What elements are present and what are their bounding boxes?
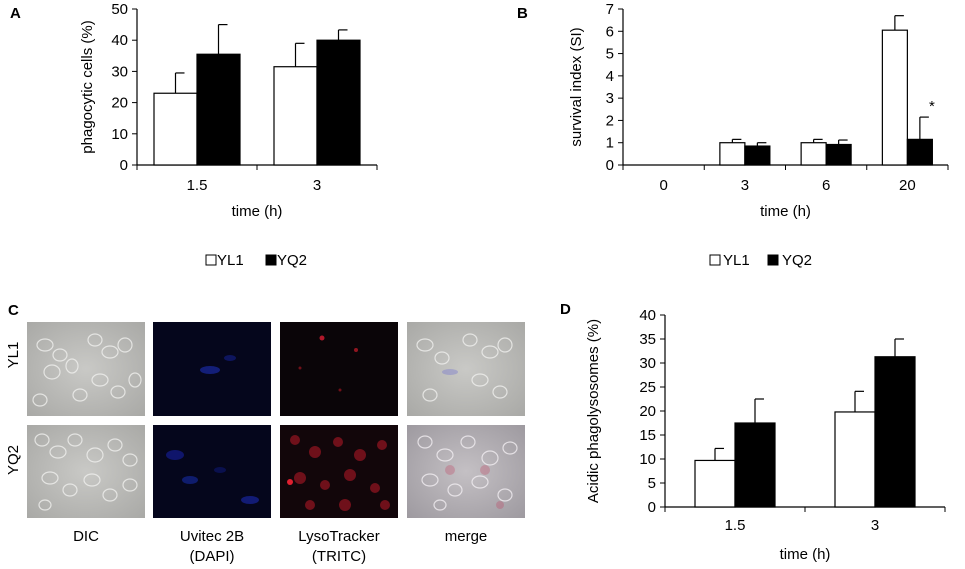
micrograph-yq2-dic: [27, 425, 145, 518]
y-tick-label: 35: [639, 331, 656, 348]
y-tick-label: 40: [639, 307, 656, 324]
legend-label-yq2: YQ2: [277, 252, 307, 269]
bar: [834, 411, 876, 508]
bar: [906, 138, 933, 166]
bar: [273, 66, 318, 166]
col-caption-dapi-2: (DAPI): [190, 548, 235, 565]
y-tick-label: 5: [606, 46, 614, 63]
micrograph-yl1-merge: [407, 322, 525, 416]
micrograph-yq2-dapi: [153, 425, 271, 518]
y-tick-label: 0: [648, 499, 656, 516]
x-axis-label: time (h): [760, 203, 811, 220]
y-tick-label: 2: [606, 112, 614, 129]
chart-d: 0 5 10 15 20 25 30 35 40 1.5 3 Acidic phagolysosome…: [585, 307, 946, 563]
panel-letter-d: D: [560, 301, 571, 318]
col-caption-tritc-1: LysoTracker: [298, 528, 379, 545]
y-tick-label: 20: [639, 403, 656, 420]
bar: [825, 143, 852, 166]
y-tick-label: 10: [639, 451, 656, 468]
y-tick-label: 3: [606, 90, 614, 107]
x-tick-label: 20: [899, 177, 916, 194]
y-tick-label: 30: [639, 355, 656, 372]
y-tick-label: 30: [111, 63, 128, 80]
y-tick-label: 20: [111, 95, 128, 112]
legend-label-yl1: YL1: [217, 252, 244, 269]
x-tick-label: 3: [871, 517, 879, 534]
bar: [153, 92, 198, 166]
y-tick-label: 7: [606, 1, 614, 18]
panel-letter-c: C: [8, 302, 19, 319]
micrograph-yq2-merge: [407, 425, 525, 518]
col-caption-tritc-2: (TRITC): [312, 548, 366, 565]
x-tick-label: 1.5: [725, 517, 746, 534]
legend-swatch-yl1: [205, 254, 217, 266]
y-tick-label: 15: [639, 427, 656, 444]
x-axis-label: time (h): [780, 546, 831, 563]
micrograph-yl1-dapi: [153, 322, 271, 416]
panel-letter-a: A: [10, 5, 21, 22]
micrograph-yq2-tritc: [280, 425, 398, 518]
y-tick-label: 4: [606, 68, 614, 85]
legend-swatch-yq2: [265, 254, 277, 266]
y-tick-label: 1: [606, 135, 614, 152]
y-tick-label: 0: [120, 157, 128, 174]
legend-label-yl1: YL1: [723, 252, 750, 269]
bar: [874, 356, 916, 508]
row-label-yl1: YL1: [5, 342, 22, 369]
bar: [881, 29, 908, 166]
legend-a: YL1 YQ2: [205, 252, 307, 269]
legend-b: YL1 YQ2: [709, 252, 812, 269]
chart-a: 0 10 20 30 40 50 1.5 3 phagocytic cells (%) time …: [79, 1, 378, 220]
col-caption-merge: merge: [445, 528, 488, 545]
bar: [800, 142, 827, 166]
bar: [734, 422, 776, 508]
x-axis-label: time (h): [232, 203, 283, 220]
bar: [196, 53, 241, 166]
legend-swatch-yl1: [709, 254, 721, 266]
y-tick-label: 40: [111, 32, 128, 49]
y-axis-label: Acidic phagolysosomes (%): [585, 319, 602, 503]
row-label-yq2: YQ2: [5, 445, 22, 475]
y-tick-label: 0: [606, 157, 614, 174]
chart-b: 0 1 2 3 4 5 6 7 0 3 6 20 * survival index (SI) time (h…: [568, 1, 949, 220]
y-axis-label: survival index (SI): [568, 27, 585, 146]
x-tick-label: 6: [822, 177, 830, 194]
panel-letter-b: B: [517, 5, 528, 22]
x-tick-label: 3: [313, 177, 321, 194]
y-tick-label: 6: [606, 23, 614, 40]
x-tick-label: 0: [659, 177, 667, 194]
bar: [316, 39, 361, 166]
micrograph-yl1-dic: [27, 322, 145, 416]
legend-swatch-yq2: [767, 254, 779, 266]
bar: [744, 145, 771, 166]
y-tick-label: 25: [639, 379, 656, 396]
y-tick-label: 50: [111, 1, 128, 18]
y-axis-label: phagocytic cells (%): [79, 20, 96, 153]
legend-label-yq2: YQ2: [782, 252, 812, 269]
x-tick-label: 1.5: [187, 177, 208, 194]
bar: [719, 142, 746, 166]
significance-asterisk: *: [929, 98, 935, 115]
col-caption-dic: DIC: [73, 528, 99, 545]
micrograph-yl1-tritc: [280, 322, 398, 416]
x-tick-label: 3: [741, 177, 749, 194]
col-caption-dapi-1: Uvitec 2B: [180, 528, 244, 545]
y-tick-label: 5: [648, 475, 656, 492]
micrograph-panel-c: YL1 YQ2: [5, 322, 525, 565]
bar: [694, 459, 736, 508]
y-tick-label: 10: [111, 126, 128, 143]
